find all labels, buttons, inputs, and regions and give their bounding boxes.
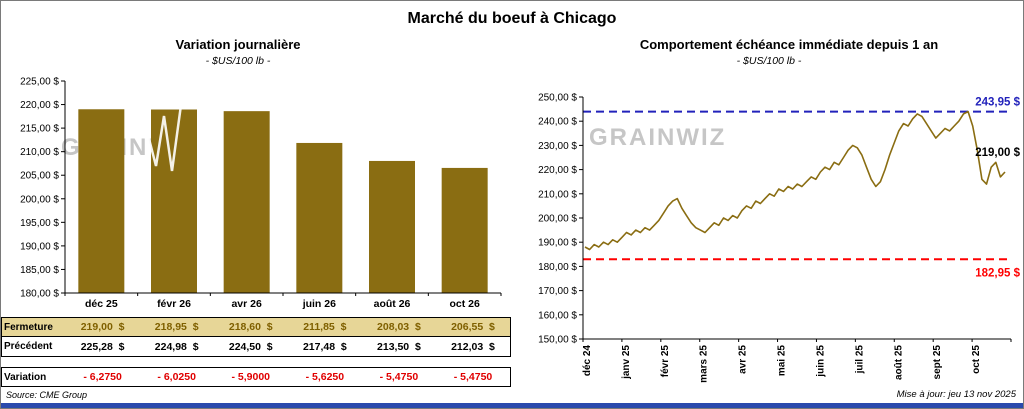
bar-chart-subtitle: - $US/100 lb - (205, 55, 271, 67)
price-cell: 217,48 $ (302, 340, 347, 353)
price-cell: 224,98 $ (154, 340, 199, 353)
price-table: Fermeture 219,00 $ 218,95 $ 218,60 $ 211,85 … (1, 317, 511, 387)
x-axis-label: févr 26 (157, 298, 191, 310)
price-cell: - 5,4750 (453, 371, 493, 383)
x-axis-label: avr 26 (231, 298, 262, 310)
bottom-accent-bar (1, 403, 1023, 408)
price-cell: 206,55 $ (451, 321, 495, 333)
x-axis-label: juin 26 (302, 298, 336, 310)
x-axis-label: juil 25 (854, 345, 865, 375)
min-annotation: 182,95 $ (975, 267, 1020, 279)
x-axis-label: sept 25 (932, 345, 943, 380)
watermark-zigzag-icon (145, 104, 183, 172)
y-axis-label: 240,00 $ (538, 117, 577, 128)
x-axis-label: mars 25 (699, 345, 710, 383)
line-chart-subtitle: - $US/100 lb - (736, 55, 802, 67)
y-axis-label: 200,00 $ (20, 194, 59, 205)
y-axis-label: 250,00 $ (538, 93, 577, 104)
y-axis-label: 200,00 $ (538, 214, 577, 225)
x-axis-label: oct 25 (971, 345, 982, 374)
table-row-precedent: Précédent 225,28 $ 224,98 $ 224,50 $ 217,48 … (1, 337, 511, 357)
update-note: Mise à jour: jeu 13 nov 2025 (896, 389, 1016, 400)
source-note: Source: CME Group (6, 390, 88, 400)
y-axis-label: 215,00 $ (20, 124, 59, 135)
y-axis-label: 185,00 $ (20, 265, 59, 276)
bar-chart-title: Variation journalière (175, 37, 301, 52)
x-axis-label: mai 25 (777, 345, 788, 377)
price-cell: 213,50 $ (377, 340, 421, 353)
x-axis-label: oct 26 (449, 298, 480, 310)
page-title: Marché du boeuf à Chicago (407, 10, 617, 27)
price-cell: 225,28 $ (80, 340, 125, 353)
x-axis-label: avr 25 (738, 345, 749, 374)
y-axis-label: 205,00 $ (20, 171, 59, 182)
price-cell: - 5,9000 (231, 371, 271, 383)
row-label: Fermeture (4, 321, 53, 333)
x-axis-label: déc 24 (582, 345, 593, 377)
row-label: Variation (4, 371, 47, 383)
line-chart: GRAINWIZ 250,00 $ 240,00 $ 230,00 $ 220,00 $… (538, 93, 1021, 383)
table-row-variation: Variation - 6,2750 - 6,0250 - 5,9000 - 5,625… (1, 367, 511, 387)
y-axis-label: 170,00 $ (538, 286, 577, 297)
price-cell: - 5,4750 (379, 371, 419, 383)
y-axis-label: 180,00 $ (538, 262, 577, 273)
y-axis-label: 190,00 $ (20, 241, 59, 252)
last-price-annotation: 219,00 $ (975, 147, 1020, 159)
price-line (584, 110, 1006, 251)
y-axis-label: 220,00 $ (20, 100, 59, 111)
bar (296, 142, 343, 293)
bar (78, 109, 125, 293)
y-axis-label: 180,00 $ (20, 289, 59, 300)
price-cell: 224,50 $ (228, 340, 273, 353)
max-annotation: 243,95 $ (975, 97, 1020, 109)
daily-variation-panel: Variation journalière - $US/100 lb - GRA… (1, 37, 513, 387)
x-axis-label: août 26 (374, 298, 411, 310)
bar (441, 167, 488, 293)
x-axis-label: juin 25 (815, 345, 826, 378)
price-cell: 211,85 $ (303, 321, 347, 333)
bar (151, 109, 197, 293)
y-axis-label: 150,00 $ (538, 335, 577, 346)
price-cell: 219,00 $ (80, 321, 125, 333)
bar (223, 111, 270, 293)
y-axis-label: 160,00 $ (538, 310, 577, 321)
bar (369, 160, 415, 293)
y-axis-label: 190,00 $ (538, 238, 577, 249)
front-month-panel: Comportement échéance immédiate depuis 1… (513, 37, 1023, 401)
price-cell: 218,95 $ (154, 321, 199, 333)
x-axis-label: août 25 (893, 345, 904, 380)
y-axis-label: 220,00 $ (538, 165, 577, 176)
x-axis-label: janv 25 (621, 345, 632, 380)
watermark-text: GRAINWIZ (589, 124, 726, 151)
y-axis-label: 210,00 $ (538, 189, 577, 200)
price-cell: - 5,6250 (305, 371, 345, 383)
x-axis-label: févr 25 (660, 345, 671, 378)
price-cell: - 6,0250 (157, 371, 196, 383)
table-row-fermeture: Fermeture 219,00 $ 218,95 $ 218,60 $ 211,85 … (1, 317, 511, 337)
y-axis-label: 210,00 $ (20, 147, 59, 158)
y-axis-label: 225,00 $ (20, 77, 59, 88)
row-label: Précédent (4, 341, 53, 352)
x-axis-label: déc 25 (85, 298, 118, 310)
price-cell: 218,60 $ (228, 321, 273, 333)
price-cell: 212,03 $ (451, 340, 495, 353)
price-cell: - 6,2750 (83, 371, 122, 383)
y-axis-label: 230,00 $ (538, 141, 577, 152)
price-cell: 208,03 $ (377, 321, 421, 333)
y-axis-label: 195,00 $ (20, 218, 59, 229)
line-chart-title: Comportement échéance immédiate depuis 1… (639, 37, 939, 52)
